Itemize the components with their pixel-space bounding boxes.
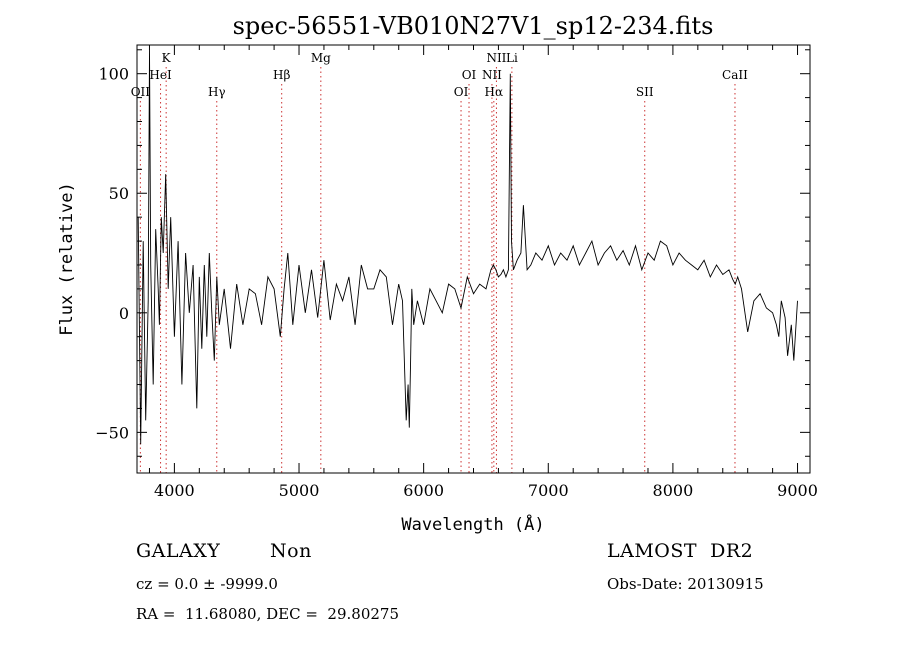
x-tick-labels: 4000 5000 6000 7000 8000 9000 [154, 481, 818, 500]
coordinates: RA = 11.68080, DEC = 29.80275 [136, 605, 400, 623]
spectral-line-markers: OII K HeI Hγ Hβ Mg OI OI NII NII Hα Li SII CaII [131, 51, 748, 473]
spectral-line-label: K [162, 51, 172, 65]
spectral-line-label: Hα [485, 85, 504, 99]
x-tick-label: 4000 [154, 481, 195, 500]
x-tick-label: 5000 [279, 481, 320, 500]
x-tick-label: 9000 [777, 481, 818, 500]
spectral-line-label: CaII [722, 68, 748, 82]
axis-ticks [137, 45, 810, 473]
y-tick-labels: −50 0 50 100 [95, 65, 129, 443]
y-tick-label: 0 [119, 304, 129, 323]
spectral-line-label: NII [486, 51, 506, 65]
spectral-line-label: Hβ [273, 68, 290, 82]
x-tick-label: 7000 [528, 481, 569, 500]
survey-label: LAMOST DR2 [607, 540, 754, 562]
spectrum-series-line [137, 49, 798, 445]
y-tick-label: −50 [95, 423, 129, 442]
y-axis-label: Flux (relative) [57, 182, 77, 336]
object-class: GALAXY [136, 540, 221, 562]
spectral-line-label: SII [636, 85, 654, 99]
object-subclass: Non [270, 540, 312, 562]
chart-title: spec-56551-VB010N27V1_sp12-234.fits [233, 12, 714, 40]
plot-frame [136, 44, 811, 474]
spectral-line-label: OI [462, 68, 477, 82]
x-tick-label: 6000 [403, 481, 444, 500]
spectral-line-label: NII [482, 68, 502, 82]
y-tick-label: 100 [98, 65, 129, 84]
x-tick-label: 8000 [653, 481, 694, 500]
redshift-value: cz = 0.0 ± -9999.0 [136, 575, 278, 593]
spectral-line-label: OI [454, 85, 469, 99]
spectral-line-label: OII [131, 85, 151, 99]
spectral-line-label: HeI [149, 68, 172, 82]
x-axis-label: Wavelength (Å) [401, 513, 544, 535]
spectral-line-label: Li [506, 51, 518, 65]
y-tick-label: 50 [109, 184, 129, 203]
spectral-line-label: Hγ [208, 85, 226, 99]
obs-date: Obs-Date: 20130915 [607, 575, 764, 593]
spectral-line-label: Mg [311, 51, 331, 65]
